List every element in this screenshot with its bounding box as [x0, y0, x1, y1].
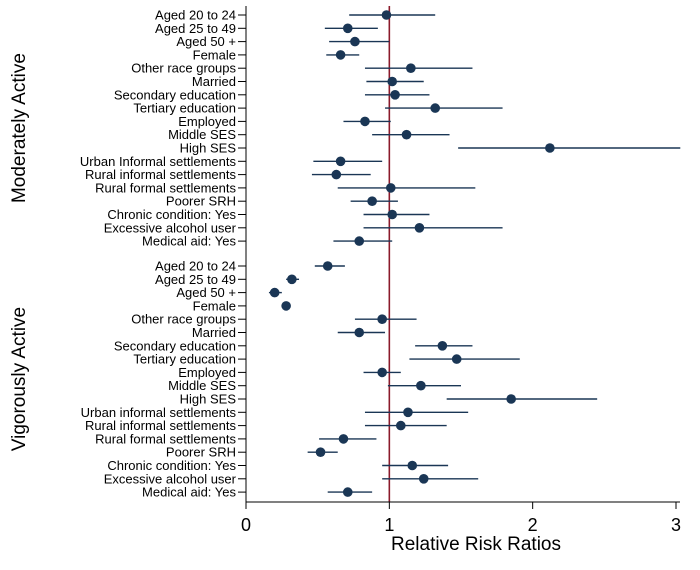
row-label: Employed [178, 114, 236, 129]
point-estimate [390, 90, 400, 100]
x-tick-label: 3 [671, 515, 681, 535]
row-label: Medical aid: Yes [142, 234, 236, 249]
point-estimate [281, 301, 291, 311]
row-label: Rural informal settlements [85, 418, 236, 433]
row-label: Poorer SRH [166, 445, 236, 460]
row-label: Married [192, 74, 236, 89]
row-label: Excessive alcohol user [104, 220, 237, 235]
point-estimate [451, 354, 462, 364]
point-estimate [377, 367, 387, 378]
point-estimate [416, 380, 426, 391]
point-estimate [367, 196, 377, 206]
row-label: High SES [180, 392, 237, 407]
point-estimate [342, 487, 353, 497]
row-label: Aged 50 + [176, 285, 236, 300]
row-label: Female [193, 47, 236, 62]
x-tick-label: 2 [528, 515, 538, 535]
row-label: Aged 25 to 49 [155, 272, 236, 287]
point-estimate [342, 23, 353, 34]
row-label: Aged 50 + [176, 34, 236, 49]
row-label: Poorer SRH [166, 194, 236, 209]
row-label: Employed [178, 365, 236, 380]
point-estimate [387, 209, 398, 220]
point-estimate [418, 474, 429, 484]
x-axis-title: Relative Risk Ratios [391, 534, 561, 555]
point-estimate [354, 327, 365, 338]
point-estimate [506, 394, 516, 404]
row-label: Rural formal settlements [95, 180, 236, 195]
point-estimate [381, 10, 392, 20]
row-label: Married [192, 325, 236, 340]
point-estimate [354, 236, 365, 246]
point-estimate [403, 407, 413, 418]
point-estimate [360, 116, 370, 127]
point-estimate [385, 183, 396, 193]
row-label: Excessive alcohol user [104, 471, 237, 486]
row-label: Female [193, 298, 236, 313]
point-estimate [338, 434, 349, 444]
point-estimate [315, 447, 326, 458]
group-title: Vigorously Active [9, 307, 30, 451]
row-label: Secondary education [114, 87, 236, 102]
row-label: Tertiary education [133, 352, 236, 367]
point-estimate [335, 156, 346, 167]
point-estimate [414, 223, 425, 233]
point-estimate [350, 36, 360, 47]
row-label: Secondary education [114, 338, 236, 353]
row-label: Rural formal settlements [95, 431, 236, 446]
row-label: Chronic condition: Yes [107, 458, 236, 473]
row-label: Aged 25 to 49 [155, 21, 236, 36]
x-tick-label: 0 [241, 515, 251, 535]
point-estimate [406, 63, 416, 73]
row-label: Middle SES [168, 127, 236, 142]
row-label: Other race groups [131, 61, 236, 76]
row-label: Other race groups [131, 312, 236, 327]
point-estimate [269, 287, 280, 298]
row-label: Middle SES [168, 378, 236, 393]
row-label: Aged 20 to 24 [155, 259, 236, 274]
point-estimate [430, 103, 441, 113]
row-label: Aged 20 to 24 [155, 8, 236, 23]
group-title: Moderately Active [9, 53, 30, 203]
point-estimate [377, 314, 387, 325]
point-estimate [437, 341, 448, 351]
point-estimate [335, 50, 346, 60]
point-estimate [407, 460, 418, 471]
row-label: Rural informal settlements [85, 167, 236, 182]
x-tick-label: 1 [384, 515, 394, 535]
row-label: Tertiary education [133, 101, 236, 116]
row-label: High SES [180, 141, 237, 156]
row-label: Medical aid: Yes [142, 485, 236, 500]
point-estimate [545, 143, 555, 153]
row-label: Urban informal settlements [81, 405, 237, 420]
point-estimate [387, 76, 398, 87]
point-estimate [401, 129, 412, 140]
point-estimate [287, 274, 297, 285]
row-label: Urban Informal settlements [80, 154, 237, 169]
point-estimate [331, 169, 342, 180]
row-label: Chronic condition: Yes [107, 207, 236, 222]
point-estimate [396, 420, 406, 431]
point-estimate [322, 261, 333, 271]
